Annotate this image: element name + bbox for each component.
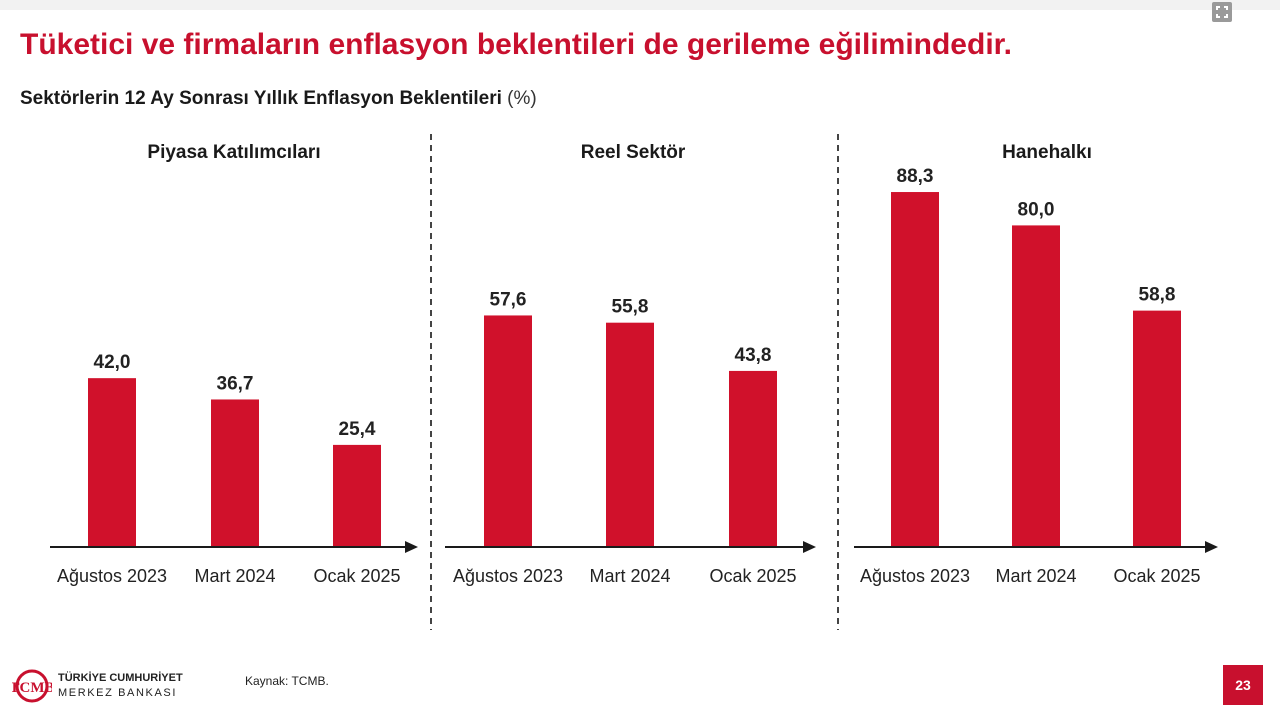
data-label-3-1: 88,3 — [897, 166, 934, 187]
bar-2-2 — [606, 322, 654, 547]
x-tick-label-1-3: Ocak 2025 — [313, 566, 400, 586]
logo-text: TCMB — [12, 680, 52, 696]
bar-3-2 — [1012, 225, 1060, 547]
slide-headline: Tüketici ve firmaların enflasyon beklent… — [20, 28, 1013, 61]
data-label-2-1: 57,6 — [490, 289, 527, 310]
data-label-1-2: 36,7 — [217, 373, 254, 394]
data-label-3-2: 80,0 — [1018, 199, 1055, 220]
data-label-1-3: 25,4 — [339, 419, 376, 440]
chart-subtitle-text: Sektörlerin 12 Ay Sonrası Yıllık Enflasy… — [20, 88, 502, 109]
bar-1-3 — [333, 444, 381, 547]
panel-title-1: Piyasa Katılımcıları — [147, 142, 320, 163]
chart-subtitle-unit: (%) — [507, 88, 537, 109]
bank-name: TÜRKİYE CUMHURİYET MERKEZ BANKASI — [58, 671, 183, 701]
data-label-2-3: 43,8 — [735, 345, 772, 366]
x-tick-label-3-3: Ocak 2025 — [1113, 566, 1200, 586]
page-number: 23 — [1223, 665, 1263, 705]
source-note: Kaynak: TCMB. — [245, 674, 329, 688]
bank-name-line2: MERKEZ BANKASI — [58, 687, 177, 699]
x-tick-label-3-1: Ağustos 2023 — [860, 566, 970, 586]
x-tick-label-2-1: Ağustos 2023 — [453, 566, 563, 586]
bar-1-1 — [88, 378, 136, 547]
bar-3-3 — [1133, 310, 1181, 547]
bar-2-3 — [729, 370, 777, 547]
data-label-2-2: 55,8 — [612, 297, 649, 318]
bank-logo: TCMB — [10, 665, 55, 710]
panel-title-2: Reel Sektör — [581, 142, 686, 163]
x-tick-label-3-2: Mart 2024 — [995, 566, 1076, 586]
x-tick-label-2-2: Mart 2024 — [589, 566, 670, 586]
bar-2-1 — [484, 315, 532, 547]
panel-title-3: Hanehalkı — [1002, 142, 1092, 163]
x-axis-arrow-2 — [803, 541, 816, 553]
x-tick-label-1-1: Ağustos 2023 — [57, 566, 167, 586]
x-tick-label-1-2: Mart 2024 — [194, 566, 275, 586]
expand-icon[interactable] — [1212, 2, 1232, 22]
x-tick-label-2-3: Ocak 2025 — [709, 566, 796, 586]
bar-1-2 — [211, 399, 259, 547]
data-label-1-1: 42,0 — [94, 352, 131, 373]
bank-name-line1: TÜRKİYE CUMHURİYET — [58, 672, 183, 684]
x-axis-arrow-3 — [1205, 541, 1218, 553]
x-axis-arrow-1 — [405, 541, 418, 553]
bar-3-1 — [891, 192, 939, 547]
top-strip — [0, 0, 1280, 10]
data-label-3-3: 58,8 — [1139, 285, 1176, 306]
chart-subtitle: Sektörlerin 12 Ay Sonrası Yıllık Enflasy… — [20, 88, 537, 110]
